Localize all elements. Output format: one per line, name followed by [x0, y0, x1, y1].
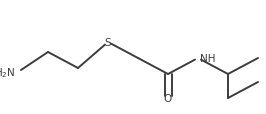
Text: NH: NH	[200, 54, 215, 63]
Text: O: O	[164, 93, 172, 103]
Text: S: S	[105, 38, 111, 48]
Text: H$_2$N: H$_2$N	[0, 66, 16, 79]
